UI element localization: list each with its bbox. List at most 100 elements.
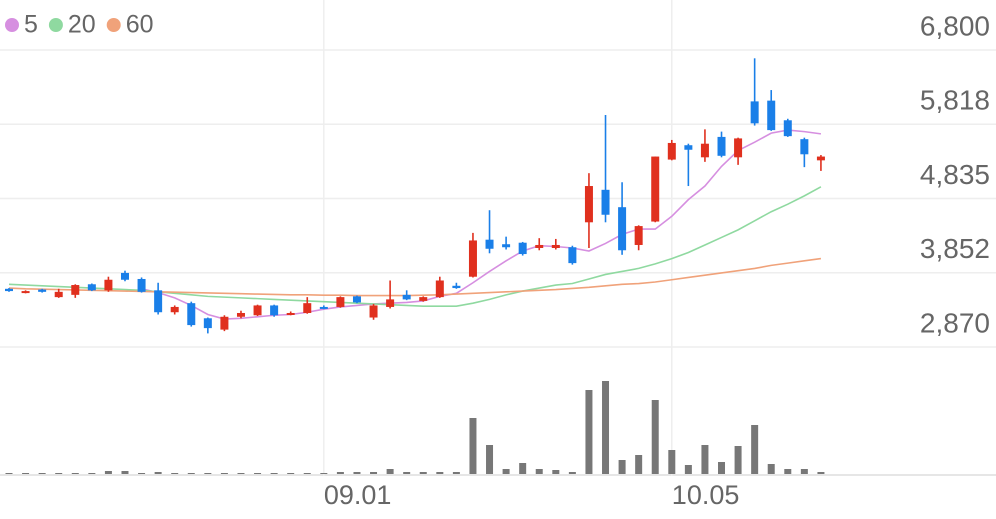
legend-label: 5 [24,11,38,39]
candle-body [435,280,444,298]
volume-bar [55,473,63,474]
y-tick-label: 3,852 [920,233,990,264]
legend-label: 60 [126,11,154,39]
candle-body [651,156,660,222]
candle-body [618,207,627,251]
ma-line [8,186,822,307]
volume-bar [568,472,576,474]
candle-body [485,239,494,249]
volume-bar [22,473,30,474]
volume-bar [187,473,195,474]
volume-bar [138,473,146,474]
volume-bar [270,473,278,474]
volume-bar [403,472,411,474]
candle-body [419,297,428,301]
volume-bar [668,450,676,474]
candle-body [369,305,378,318]
candle-body [203,318,212,329]
volume-bar [502,469,510,474]
volume-bar [204,473,212,474]
legend-label: 20 [68,11,96,39]
candle-body [452,285,461,289]
x-tick-label: 10.05 [672,480,740,510]
y-tick-label: 4,835 [920,159,990,190]
candle-body [220,316,229,330]
volume-bar [171,473,179,474]
candle-body [303,303,312,313]
volume-bar [5,473,13,474]
candle-body [104,279,113,291]
volume-bar [436,472,444,474]
candle-body [54,291,63,298]
candle-body [634,226,643,245]
candle-body [386,299,395,307]
volume-bar [751,425,759,474]
volume-bar [386,469,394,474]
candle-body [551,244,560,248]
volume-bar [552,470,560,474]
volume-bar [220,473,228,474]
volume-bar [784,469,792,474]
candle-body [352,296,361,303]
candle-body [518,242,527,255]
candle-body [187,303,196,326]
candle-body [286,312,295,315]
volume-bar [336,472,344,474]
legend-swatch [5,18,19,32]
volume-bar [486,445,494,474]
candle-body [734,138,743,158]
candle-body [535,244,544,248]
volume-bar [734,446,742,474]
candle-body [120,272,129,280]
volume-bar [88,473,96,474]
candle-body [87,284,96,291]
volume-bar [370,472,378,474]
candle-body [38,289,47,292]
candle-body [783,120,792,137]
x-tick-label: 09.01 [324,480,392,510]
candle-body [336,297,345,307]
volume-bar [585,390,593,474]
candle-body [270,305,279,316]
volume-bar [237,473,245,474]
candle-body [154,290,163,313]
candle-body [717,136,726,156]
volume-bar [519,463,527,474]
y-tick-label: 2,870 [920,307,990,338]
volume-bar [800,469,808,474]
volume-bar [71,473,79,474]
candle-body [21,291,30,294]
volume-bar [701,445,709,474]
volume-bar [684,465,692,474]
candle-body [5,288,13,292]
volume-bar [651,400,659,474]
volume-bar [635,455,643,474]
volume-bar [718,462,726,474]
volume-bar [535,469,543,474]
ma-line [141,129,822,320]
candle-body [468,240,477,277]
candle-body [402,294,411,300]
candle-body [319,306,328,309]
candle-body [750,101,759,124]
legend-swatch [106,18,121,32]
volume-bar [469,418,477,474]
volume-bar [602,381,610,474]
candle-body [236,312,245,317]
candle-body [568,247,577,264]
volume-bar [419,472,427,474]
candle-body [816,156,825,161]
candle-body [767,100,776,131]
volume-bar [817,472,825,474]
volume-bar [121,471,129,474]
volume-bar [452,472,460,474]
candle-body [800,139,809,155]
candle-body [71,285,80,295]
volume-bar [767,464,775,474]
candle-body [137,278,146,292]
volume-bar [618,460,626,474]
volume-bar [104,471,112,474]
candle-body [700,143,709,158]
volume-bar [38,473,46,474]
